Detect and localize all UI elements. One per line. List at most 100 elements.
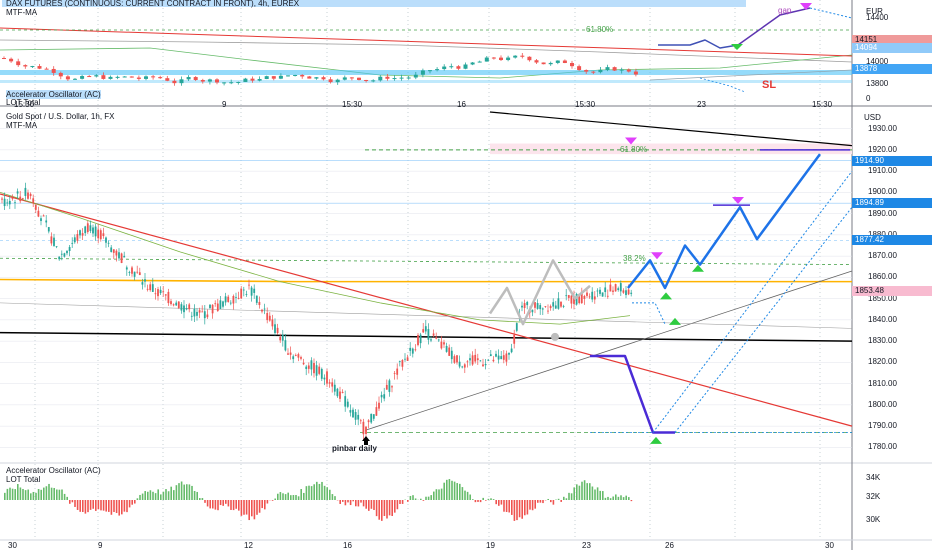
gold-candle-body	[107, 242, 110, 244]
gold-candle-body	[567, 295, 570, 298]
gold-candle-body	[534, 302, 536, 308]
osc-bar	[399, 500, 401, 504]
top-candle-body	[307, 76, 312, 79]
osc-bar	[235, 500, 237, 509]
osc-bar	[401, 500, 404, 504]
gold-candle-body	[276, 327, 279, 333]
osc-bar	[342, 500, 344, 502]
osc-bar	[264, 500, 266, 510]
top-candle-body	[257, 79, 262, 81]
gold-candle-body	[487, 359, 490, 361]
main-price-tag: 1914.90	[852, 155, 932, 166]
gold-candle-body	[206, 314, 209, 318]
gold-candle-body	[157, 289, 159, 297]
top-candle-body	[229, 82, 234, 84]
gold-candle-body	[445, 345, 448, 352]
osc-bar	[144, 491, 146, 500]
gold-candle-body	[404, 358, 406, 360]
osc-bar	[323, 485, 326, 500]
main-price-tag: 1894.89	[852, 198, 932, 209]
gold-candle-body	[370, 413, 373, 423]
osc-bar	[414, 498, 417, 500]
top-candle-body	[51, 68, 56, 73]
top-candle-body	[73, 78, 77, 80]
black-top-line	[489, 111, 853, 147]
gold-candle-body	[240, 288, 243, 299]
gold-candle-body	[97, 229, 100, 239]
gold-candle-body	[378, 402, 380, 409]
top-candle-body	[44, 68, 49, 70]
top-candle-body	[158, 77, 163, 79]
osc-bar	[76, 500, 79, 510]
gold-candle-body	[396, 368, 399, 375]
osc-bar	[63, 493, 66, 500]
gold-candle-body	[292, 356, 295, 360]
osc-bar	[534, 500, 536, 509]
gold-candle-body	[164, 294, 167, 296]
osc-bar	[427, 496, 430, 500]
osc-bar	[583, 480, 586, 500]
gold-candle-body	[463, 364, 466, 368]
gold-candle-body	[476, 358, 479, 361]
gold-candle-body	[29, 193, 32, 197]
pink-marker-2	[732, 197, 744, 204]
gold-candle-body	[315, 365, 318, 376]
top-panel-title: DAX FUTURES (CONTINUOUS: CURRENT CONTRAC…	[6, 0, 300, 8]
osc-bar	[594, 489, 596, 500]
osc-bar	[310, 486, 313, 500]
top-candle-body	[321, 77, 326, 80]
gold-candle-body	[177, 301, 180, 309]
osc-bar	[69, 500, 71, 504]
osc-bar	[245, 500, 248, 515]
gold-candle-body	[333, 384, 336, 392]
top-candle-body	[491, 57, 496, 59]
osc-bar	[479, 500, 482, 503]
gold-candle-body	[3, 198, 6, 207]
gold-candle-body	[328, 382, 331, 384]
gold-candle-body	[125, 267, 128, 270]
gold-candle-body	[401, 360, 404, 367]
gold-candle-body	[154, 293, 157, 295]
gold-candle-body	[53, 237, 55, 246]
grey-zigzag	[488, 259, 591, 326]
osc-bar	[586, 483, 588, 500]
top-candle-body	[449, 66, 454, 68]
gold-candle-body	[617, 288, 620, 290]
osc-bar	[97, 500, 100, 510]
top-candle-body	[80, 76, 85, 79]
osc-bar	[495, 500, 497, 505]
gold-candle-body	[341, 391, 344, 393]
top-candle-body	[23, 65, 28, 67]
osc-bar	[461, 487, 464, 500]
osc-bar	[433, 491, 435, 500]
gold-candle-body	[133, 271, 136, 277]
osc-bar	[167, 491, 170, 500]
osc-bar	[17, 484, 19, 500]
main-axis-tick: 1810.00	[868, 378, 897, 388]
osc-bar	[48, 483, 50, 500]
top-candle-body	[612, 67, 617, 71]
osc-bar	[438, 489, 440, 500]
osc-bar	[191, 485, 193, 500]
osc-bar	[394, 500, 396, 513]
osc-bar	[82, 500, 84, 512]
gold-candle-body	[320, 368, 323, 379]
projection-down	[590, 354, 675, 434]
top-candle-body	[108, 76, 113, 79]
top-support-zone	[0, 70, 852, 75]
gold-candle-body	[128, 272, 131, 273]
top-currency: EUR	[866, 7, 883, 16]
osc-bar	[365, 500, 367, 509]
main-axis-tick: 1930.00	[868, 123, 897, 133]
osc-bar	[485, 500, 487, 501]
gold-candle-body	[284, 340, 287, 351]
top-candle-body	[129, 76, 134, 78]
top-candle-body	[186, 77, 191, 80]
osc-bar	[180, 481, 183, 500]
gold-candle-body	[263, 308, 266, 310]
osc-bar	[539, 500, 542, 503]
gold-candle-body	[443, 342, 445, 345]
